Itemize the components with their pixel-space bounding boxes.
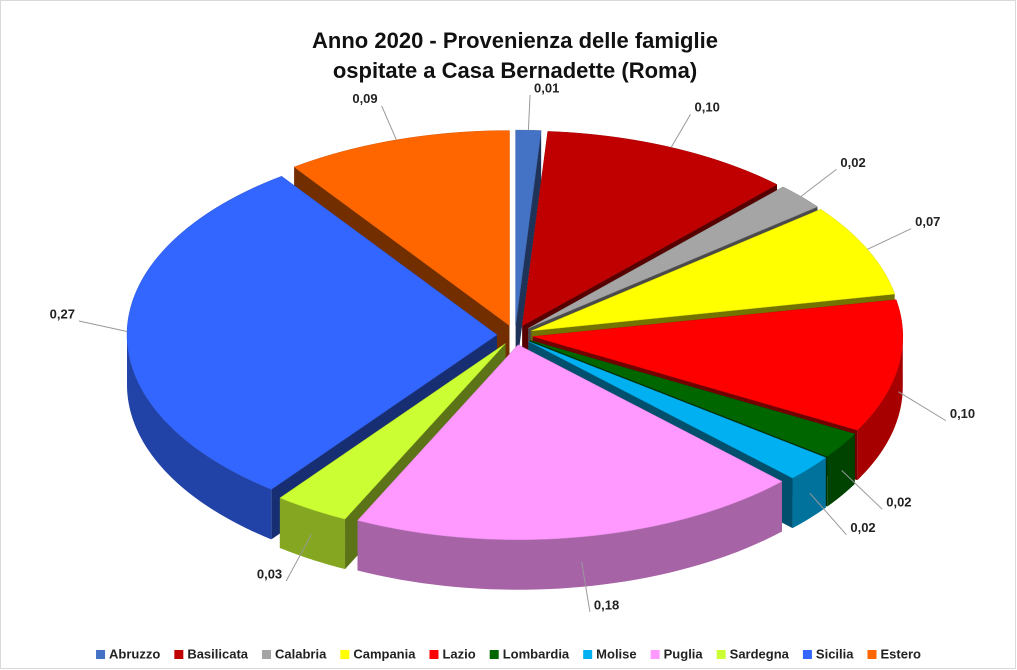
slice (530, 340, 856, 457)
legend-label: Calabria (275, 646, 327, 661)
legend-swatch (96, 650, 106, 659)
legend-swatch (650, 650, 660, 659)
chart-title: ospitate a Casa Bernadette (Roma) (333, 58, 697, 83)
data-label: 0,07 (915, 214, 940, 229)
legend-swatch (174, 650, 184, 659)
slice-side (357, 481, 782, 590)
slice (126, 176, 498, 490)
slice-side (792, 457, 826, 529)
data-label: 0,02 (840, 155, 865, 170)
leader-line (78, 320, 128, 332)
legend-swatch (429, 650, 439, 659)
slice (279, 343, 506, 520)
legend-swatch (716, 650, 726, 659)
legend-label: Sardegna (730, 646, 790, 661)
slice-side (279, 497, 346, 570)
legend-label: Lazio (442, 646, 475, 661)
data-label: 0,01 (534, 80, 559, 95)
slice (357, 344, 783, 540)
legend-swatch (489, 650, 499, 659)
leader-line (867, 228, 912, 250)
legend-swatch (802, 650, 812, 659)
data-label: 0,27 (50, 306, 75, 321)
leader-line (800, 168, 837, 197)
legend-swatch (583, 650, 593, 659)
legend-label: Estero (880, 646, 921, 661)
leader-line (581, 561, 591, 612)
leader-line (670, 113, 691, 148)
legend-swatch (262, 650, 272, 659)
leader-line (381, 105, 397, 141)
slice-side (857, 336, 903, 481)
legend-swatch (340, 650, 350, 659)
legend-label: Basilicata (187, 646, 248, 661)
data-label: 0,10 (695, 100, 720, 115)
pie (126, 129, 904, 590)
data-label: 0,18 (594, 597, 619, 612)
slice-side (127, 334, 272, 540)
leader-line (809, 492, 847, 536)
data-label: 0,10 (950, 406, 975, 421)
chart-title: Anno 2020 - Provenienza delle famiglie (312, 28, 718, 53)
data-label: 0,09 (352, 91, 377, 106)
slice-side (827, 433, 855, 507)
legend-label: Abruzzo (109, 646, 160, 661)
leader-line (527, 94, 531, 131)
legend-label: Campania (353, 646, 416, 661)
legend-label: Sicilia (816, 646, 854, 661)
slice (532, 299, 904, 431)
legend-label: Molise (596, 646, 636, 661)
legend: Abruzzo Basilicata Calabria Campania Lazio Lo… (96, 646, 921, 661)
legend-swatch (867, 650, 877, 659)
slice-group (357, 344, 783, 590)
leader-line (841, 470, 883, 510)
leader-line (898, 391, 947, 422)
data-label: 0,02 (886, 495, 911, 510)
legend-label: Puglia (664, 646, 704, 661)
data-label: 0,02 (850, 520, 875, 535)
leader-line (285, 534, 312, 582)
slice (528, 341, 827, 479)
slice-side (515, 130, 542, 376)
legend-label: Lombardia (503, 646, 570, 661)
data-label: 0,03 (257, 566, 282, 581)
